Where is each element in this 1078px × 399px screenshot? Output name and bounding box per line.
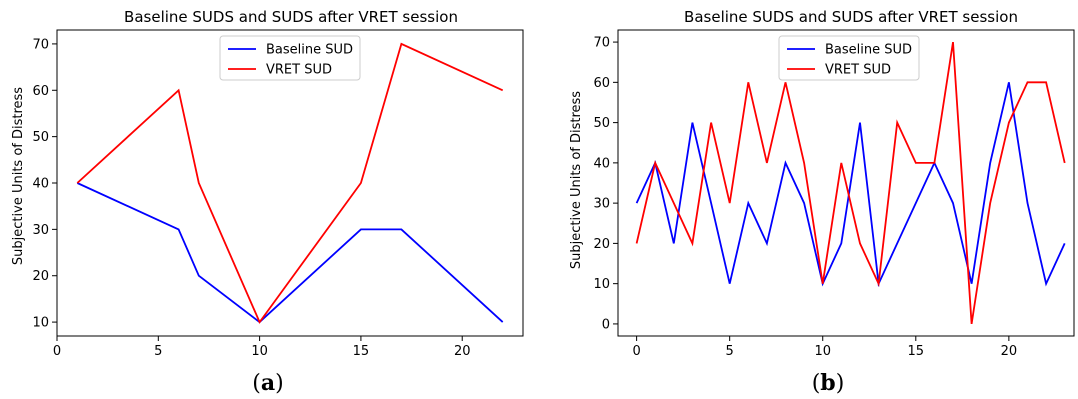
- plot-area-b: 0 5 10 15 20 0 10 20 30 40 50 60 70 Baseline SUD VRET …: [593, 29, 1075, 359]
- y-axis-label-a: Subjective Units of Distress: [11, 87, 26, 265]
- y-tick-label: 0: [602, 317, 610, 332]
- y-tick-label: 40: [32, 177, 49, 192]
- y-tick-label: 60: [593, 76, 610, 91]
- series-line: [635, 41, 1066, 325]
- chart-panel-a: Baseline SUDS and SUDS after VRET sessio…: [11, 8, 524, 396]
- panel-label-b: (b): [812, 370, 845, 396]
- chart-title-b: Baseline SUDS and SUDS after VRET sessio…: [684, 8, 1018, 26]
- y-tick-label: 10: [32, 316, 49, 331]
- y-tick-label: 60: [32, 84, 49, 99]
- series-line: [76, 182, 504, 324]
- y-tick-label: 30: [593, 197, 610, 212]
- x-tick-label: 5: [726, 344, 734, 359]
- legend-label: VRET SUD: [825, 63, 891, 78]
- legend-label: VRET SUD: [266, 63, 332, 78]
- legend-label: Baseline SUD: [266, 43, 353, 58]
- x-tick-label: 0: [53, 344, 61, 359]
- y-axis-label-b: Subjective Units of Distress: [569, 91, 584, 269]
- chart-panel-b: Baseline SUDS and SUDS after VRET sessio…: [569, 8, 1075, 396]
- x-tick-label: 20: [454, 344, 471, 359]
- legend: Baseline SUD VRET SUD: [219, 35, 361, 81]
- y-tick-label: 50: [593, 116, 610, 131]
- legend-label: Baseline SUD: [825, 43, 912, 58]
- panel-label-a: (a): [252, 370, 283, 396]
- plot-area-a: 0 5 10 15 20 10 20 30 40 50 60 70 Baseline SUD VRET S…: [32, 29, 524, 359]
- x-tick-label: 20: [1001, 344, 1018, 359]
- y-tick-label: 20: [32, 269, 49, 284]
- y-tick-label: 30: [32, 223, 49, 238]
- y-tick-label: 70: [32, 37, 49, 52]
- axes-frame: [617, 29, 1075, 337]
- series-line: [635, 82, 1066, 287]
- x-tick-label: 15: [353, 344, 370, 359]
- x-tick-label: 10: [251, 344, 268, 359]
- chart-title-a: Baseline SUDS and SUDS after VRET sessio…: [124, 8, 458, 26]
- x-tick-label: 5: [154, 344, 162, 359]
- y-tick-label: 40: [593, 156, 610, 171]
- y-tick-label: 10: [593, 277, 610, 292]
- y-tick-label: 50: [32, 130, 49, 145]
- y-tick-label: 20: [593, 237, 610, 252]
- series-line: [76, 42, 504, 324]
- y-tick-label: 70: [593, 36, 610, 51]
- x-tick-label: 0: [632, 344, 640, 359]
- legend: Baseline SUD VRET SUD: [778, 35, 920, 81]
- x-tick-label: 15: [908, 344, 925, 359]
- x-tick-label: 10: [814, 344, 831, 359]
